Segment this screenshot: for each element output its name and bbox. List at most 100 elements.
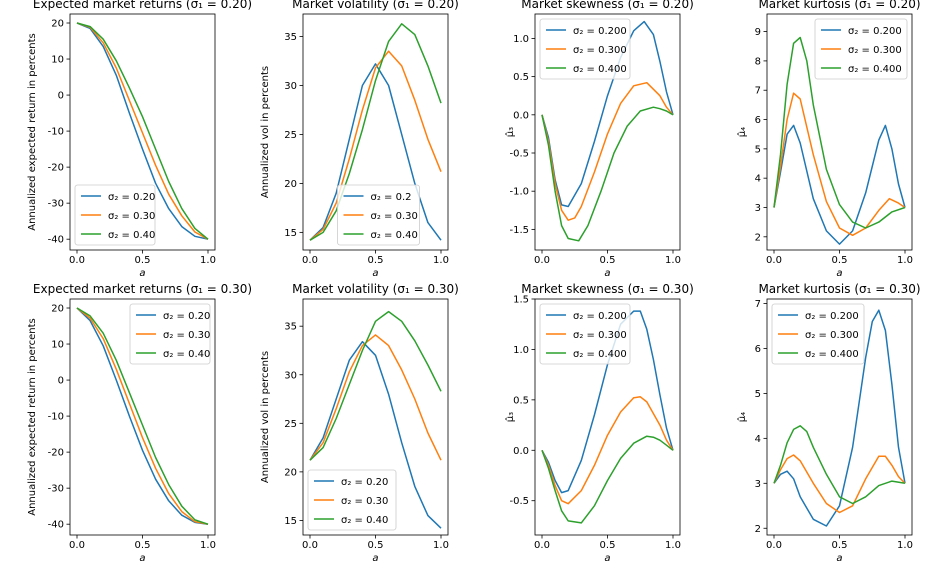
y-tick-label: 0.5 xyxy=(513,395,529,406)
x-axis-label: a xyxy=(139,553,145,564)
subplot-1: 0.0 0.5 1.0 -40 -30 -20 -10 0 10 20 Expected marke… xyxy=(27,0,252,279)
y-tick-label: 15 xyxy=(284,228,297,239)
y-tick-label: 3 xyxy=(755,203,761,214)
legend: σ₂ = 0.2 σ₂ = 0.30 σ₂ = 0.40 xyxy=(337,184,420,246)
y-axis-label: Annualized vol in percents xyxy=(260,66,271,198)
x-tick-label: 0.5 xyxy=(600,255,616,266)
legend-label: σ₂ = 0.20 xyxy=(341,477,388,488)
series-line-1 xyxy=(541,20,674,208)
legend: σ₂ = 0.20 σ₂ = 0.30 σ₂ = 0.40 xyxy=(307,469,397,531)
legend: σ₂ = 0.200 σ₂ = 0.300 σ₂ = 0.400 xyxy=(814,18,908,80)
subplot-4: 0.0 0.5 1.0 2 3 4 5 6 7 8 9 Market kurtosis (σ₁ = 0… xyxy=(736,0,921,279)
subplot-title: Market volatility (σ₁ = 0.30) xyxy=(292,282,459,296)
y-tick-label: 6 xyxy=(755,344,761,355)
y-tick-label: -20 xyxy=(48,448,64,459)
legend: σ₂ = 0.20 σ₂ = 0.30 σ₂ = 0.40 xyxy=(129,303,211,365)
subplot-title: Market kurtosis (σ₁ = 0.20) xyxy=(758,0,920,11)
legend-box xyxy=(337,184,420,246)
legend-label: σ₂ = 0.200 xyxy=(573,26,627,37)
y-tick-label: 10 xyxy=(51,55,64,66)
series-line-3 xyxy=(773,36,906,229)
subplot-title: Expected market returns (σ₁ = 0.20) xyxy=(33,0,252,11)
x-tick-label: 1.0 xyxy=(200,255,216,266)
y-tick-label: 3 xyxy=(755,479,761,490)
y-tick-label: 30 xyxy=(284,370,297,381)
legend-label: σ₂ = 0.400 xyxy=(848,64,902,75)
x-tick-label: 1.0 xyxy=(433,540,449,551)
y-axis-label: μ̂₃ xyxy=(504,127,516,137)
y-tick-label: 2 xyxy=(755,524,761,535)
y-tick-label: 5 xyxy=(755,144,761,155)
legend-label: σ₂ = 0.30 xyxy=(163,330,210,341)
y-tick-label: 0.5 xyxy=(513,72,529,83)
series-line-3 xyxy=(541,106,674,242)
legend-label: σ₂ = 0.400 xyxy=(805,349,859,360)
legend: σ₂ = 0.20 σ₂ = 0.30 σ₂ = 0.40 xyxy=(74,184,156,246)
legend-label: σ₂ = 0.20 xyxy=(108,192,155,203)
x-tick-label: 0.0 xyxy=(69,540,85,551)
y-tick-label: -1.0 xyxy=(509,187,529,198)
series-line-1 xyxy=(76,22,209,240)
x-tick-label: 0.0 xyxy=(302,255,318,266)
legend-label: σ₂ = 0.300 xyxy=(805,330,859,341)
x-axis-label: a xyxy=(836,553,842,564)
subplot-title: Market kurtosis (σ₁ = 0.30) xyxy=(758,282,920,296)
series-line-2 xyxy=(309,50,442,241)
series-line-2 xyxy=(541,396,674,505)
series-line-3 xyxy=(309,23,442,241)
subplot-title: Market volatility (σ₁ = 0.20) xyxy=(292,0,459,11)
y-tick-label: 25 xyxy=(284,130,297,141)
y-tick-label: 2 xyxy=(755,232,761,243)
series-line-2 xyxy=(76,22,209,240)
x-tick-label: 1.0 xyxy=(200,540,216,551)
subplot-2: 0.0 0.5 1.0 15 20 25 30 35 Market volatility (σ₁… xyxy=(260,0,459,279)
y-tick-label: -30 xyxy=(48,484,64,495)
series-line-1 xyxy=(76,307,209,525)
legend-box xyxy=(307,469,397,531)
x-tick-label: 0.0 xyxy=(766,255,782,266)
x-axis-label: a xyxy=(604,268,610,279)
y-axis-label: μ̂₄ xyxy=(736,412,748,422)
y-tick-label: -40 xyxy=(48,520,64,531)
y-tick-label: -30 xyxy=(48,199,64,210)
subplot-8: 0.0 0.5 1.0 2 3 4 5 6 7 Market kurtosis (σ₁ = 0.3… xyxy=(736,282,921,564)
y-tick-label: -10 xyxy=(48,412,64,423)
y-tick-label: 9 xyxy=(755,27,761,38)
legend-label: σ₂ = 0.400 xyxy=(573,349,627,360)
y-tick-label: 6 xyxy=(755,115,761,126)
x-tick-label: 0.0 xyxy=(534,540,550,551)
y-tick-label: -20 xyxy=(48,163,64,174)
x-axis-label: a xyxy=(372,268,378,279)
y-axis-label: μ̂₃ xyxy=(504,412,516,422)
legend-box xyxy=(539,303,631,365)
y-axis-label: μ̂₄ xyxy=(736,127,748,137)
x-tick-label: 0.5 xyxy=(135,255,151,266)
legend-label: σ₂ = 0.40 xyxy=(108,230,155,241)
x-axis-label: a xyxy=(372,553,378,564)
legend-label: σ₂ = 0.20 xyxy=(163,311,210,322)
x-tick-label: 0.0 xyxy=(534,255,550,266)
y-tick-label: 0 xyxy=(58,376,64,387)
y-tick-label: -1.5 xyxy=(509,225,529,236)
y-axis-label: Annualized vol in percents xyxy=(260,351,271,483)
x-axis-label: a xyxy=(604,553,610,564)
legend-label: σ₂ = 0.40 xyxy=(371,230,418,241)
y-tick-label: 10 xyxy=(51,340,64,351)
legend-label: σ₂ = 0.300 xyxy=(573,45,627,56)
series-line-3 xyxy=(309,310,442,461)
series-line-1 xyxy=(773,124,906,245)
y-tick-label: 20 xyxy=(51,304,64,315)
x-tick-label: 1.0 xyxy=(897,255,913,266)
legend-box xyxy=(129,303,211,365)
legend: σ₂ = 0.200 σ₂ = 0.300 σ₂ = 0.400 xyxy=(539,303,631,365)
legend-label: σ₂ = 0.30 xyxy=(371,211,418,222)
x-tick-label: 1.0 xyxy=(665,255,681,266)
y-tick-label: 35 xyxy=(284,322,297,333)
x-tick-label: 1.0 xyxy=(433,255,449,266)
subplot-5: 0.0 0.5 1.0 -40 -30 -20 -10 0 10 20 Expected marke… xyxy=(27,282,252,564)
y-axis-label: Annualized expected return in percents xyxy=(27,318,38,516)
y-axis-label: Annualized expected return in percents xyxy=(27,33,38,231)
y-tick-label: -0.5 xyxy=(509,149,529,160)
